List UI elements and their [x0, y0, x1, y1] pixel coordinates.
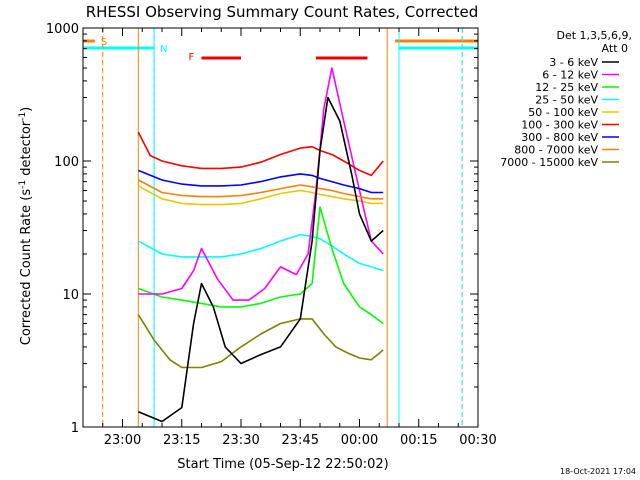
series-line: [137, 169, 384, 194]
y-tick-label: 1: [71, 421, 79, 436]
series-line: [137, 233, 384, 272]
x-tick-label: 00:15: [400, 433, 437, 448]
x-tick-label: 23:30: [222, 433, 259, 448]
axes: 23:00 23:15 23:30 23:45 00:00 00:15 00:30 1 10 10…: [46, 22, 497, 448]
legend-entry-label: 100 - 300 keV: [521, 119, 598, 132]
legend-entry-label: 6 - 12 keV: [542, 69, 598, 82]
series-line: [137, 185, 384, 206]
chart-title: RHESSI Observing Summary Count Rates, Co…: [86, 3, 479, 21]
x-tick-label: 23:15: [163, 433, 200, 448]
x-tick-label: 00:30: [459, 433, 496, 448]
series-line: [138, 206, 384, 325]
y-axis-label: Corrected Count Rate (s-1 detector-1): [18, 107, 34, 345]
flags-layer: S N F: [83, 37, 478, 63]
legend-entry-label: 12 - 25 keV: [535, 81, 598, 94]
x-tick-label: 00:00: [341, 433, 378, 448]
series-line: [137, 96, 384, 423]
plot-frame: [82, 27, 479, 428]
x-tick-label: 23:00: [104, 433, 141, 448]
legend-entry-label: 50 - 100 keV: [528, 106, 598, 119]
vertical-markers: [102, 28, 463, 427]
x-tick-label: 23:45: [282, 433, 319, 448]
legend-entry-label: 25 - 50 keV: [535, 94, 598, 107]
legend-entry-label: 300 - 800 keV: [521, 131, 598, 144]
series-line: [137, 179, 384, 200]
legend-entry-label: 7000 - 15000 keV: [500, 156, 598, 169]
y-tick-label: 1000: [46, 22, 79, 37]
series-line: [137, 314, 384, 369]
legend-entry-label: 800 - 7000 keV: [514, 144, 598, 157]
series-layer: [137, 67, 384, 423]
y-tick-label: 10: [62, 288, 79, 303]
flag-label: F: [189, 52, 195, 63]
series-line: [138, 67, 384, 301]
y-tick-label: 100: [54, 155, 79, 170]
legend-entry-label: 3 - 6 keV: [549, 56, 598, 69]
legend-header-line-2: Att 0: [602, 42, 628, 55]
timestamp: 18-Oct-2021 17:04: [560, 467, 636, 476]
x-axis-label: Start Time (05-Sep-12 22:50:02): [177, 457, 388, 472]
flag-label: N: [160, 44, 167, 55]
flag-label: S: [101, 37, 107, 48]
legend-header-line-1: Det 1,3,5,6,9,: [556, 29, 632, 42]
